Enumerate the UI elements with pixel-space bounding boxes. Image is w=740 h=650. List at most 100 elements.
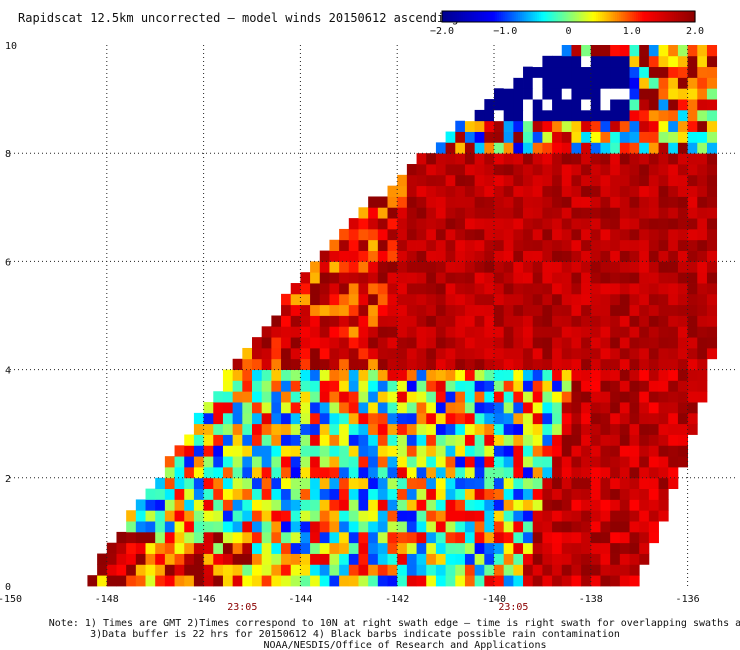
heatmap-cell [494, 510, 505, 522]
heatmap-cell [571, 380, 582, 392]
heatmap-cell [706, 272, 718, 284]
heatmap-cell [368, 521, 379, 533]
heatmap-cell [339, 261, 350, 273]
heatmap-cell [581, 239, 592, 251]
heatmap-cell [406, 261, 417, 273]
heatmap-cell [377, 423, 388, 435]
heatmap-cell [503, 207, 514, 219]
heatmap-cell [242, 477, 253, 490]
colorbar-segment [635, 11, 639, 22]
heatmap-cell [252, 402, 263, 414]
heatmap-cell [329, 402, 340, 414]
heatmap-cell [406, 358, 417, 370]
heatmap-cell [252, 488, 263, 500]
heatmap-cell [629, 391, 640, 403]
heatmap-cell [668, 304, 679, 316]
heatmap-cell [164, 510, 175, 522]
heatmap-cell [397, 174, 408, 187]
heatmap-cell [619, 499, 630, 511]
heatmap-cell [232, 358, 243, 370]
heatmap-cell [474, 510, 485, 522]
heatmap-cell [600, 412, 611, 425]
heatmap-cell [639, 326, 650, 338]
heatmap-cell [416, 412, 427, 425]
heatmap-cell [648, 499, 659, 511]
heatmap-cell [532, 358, 543, 370]
heatmap-cell [494, 423, 505, 435]
heatmap-cell [193, 445, 204, 457]
heatmap-cell [435, 250, 446, 262]
y-tick-label: 0 [5, 582, 11, 593]
heatmap-cell [706, 109, 718, 122]
heatmap-cell [619, 423, 630, 435]
heatmap-cell [600, 499, 611, 511]
heatmap-cell [310, 488, 321, 500]
heatmap-cell [464, 510, 476, 522]
heatmap-cell [387, 521, 398, 533]
heatmap-cell [619, 272, 630, 284]
heatmap-cell [426, 228, 437, 241]
heatmap-cell [610, 99, 621, 111]
colorbar-segment [553, 11, 557, 22]
heatmap-cell [697, 77, 708, 89]
heatmap-cell [329, 380, 340, 392]
heatmap-cell [687, 55, 698, 68]
heatmap-cell [474, 369, 485, 381]
heatmap-cell [581, 261, 592, 273]
heatmap-cell [464, 391, 476, 403]
heatmap-cell [271, 564, 282, 576]
heatmap-cell [261, 358, 272, 370]
heatmap-cell [435, 499, 446, 511]
heatmap-cell [677, 369, 688, 381]
heatmap-cell [358, 434, 369, 446]
colorbar-segment [604, 11, 608, 22]
heatmap-cell [290, 315, 301, 327]
heatmap-cell [687, 142, 698, 154]
colorbar-segment [608, 11, 612, 22]
heatmap-cell [203, 434, 214, 446]
heatmap-cell [406, 228, 417, 241]
heatmap-cell [445, 380, 456, 392]
heatmap-cell [677, 272, 688, 284]
heatmap-cell [532, 445, 543, 457]
heatmap-cell [523, 99, 534, 111]
heatmap-cell [561, 456, 572, 468]
heatmap-cell [513, 402, 524, 414]
heatmap-cell [600, 575, 611, 587]
heatmap-cell [513, 164, 524, 176]
heatmap-cell [426, 304, 437, 316]
heatmap-cell [590, 521, 601, 533]
heatmap-cell [542, 412, 553, 425]
heatmap-cell [426, 456, 437, 468]
colorbar-segment [465, 11, 468, 22]
heatmap-cell [687, 77, 698, 89]
heatmap-cell [474, 261, 485, 273]
heatmap-cell [697, 347, 708, 360]
heatmap-cell [513, 293, 524, 306]
heatmap-cell [629, 272, 640, 284]
heatmap-cell [610, 445, 621, 457]
heatmap-cell [193, 531, 204, 544]
heatmap-cell [610, 207, 621, 219]
heatmap-cell [503, 250, 514, 262]
heatmap-cell [503, 423, 514, 435]
heatmap-cell [687, 218, 698, 230]
heatmap-cell [348, 466, 359, 479]
heatmap-cell [126, 575, 137, 587]
heatmap-cell [590, 283, 601, 295]
heatmap-cell [610, 456, 621, 468]
heatmap-cell [484, 293, 495, 306]
heatmap-cell [581, 174, 592, 187]
heatmap-cell [629, 358, 640, 370]
heatmap-cell [532, 131, 543, 143]
heatmap-cell [503, 304, 514, 316]
heatmap-cell [474, 207, 485, 219]
heatmap-cell [145, 531, 156, 544]
heatmap-cell [610, 488, 621, 500]
heatmap-cell [571, 142, 582, 154]
heatmap-cell [590, 369, 601, 381]
heatmap-cell [629, 445, 640, 457]
heatmap-cell [368, 402, 379, 414]
heatmap-cell [348, 369, 359, 381]
heatmap-cell [629, 142, 640, 154]
